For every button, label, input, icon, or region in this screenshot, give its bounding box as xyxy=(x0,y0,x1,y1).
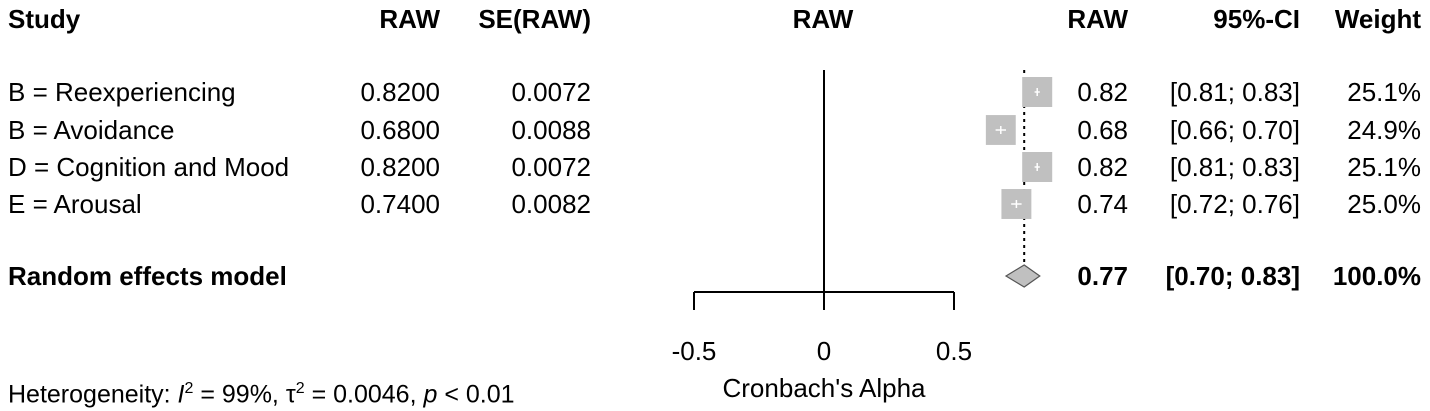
study-est: 0.82 xyxy=(1077,152,1128,182)
study-se: 0.0072 xyxy=(511,77,591,107)
tau-superscript: 2 xyxy=(295,380,305,397)
study-ci: [0.81; 0.83] xyxy=(1169,77,1300,107)
x-tick-label: -0.5 xyxy=(672,336,717,366)
study-raw: 0.8200 xyxy=(360,77,440,107)
i2-superscript: 2 xyxy=(184,380,194,397)
header-raw-right: RAW xyxy=(1067,4,1128,34)
study-ci: [0.81; 0.83] xyxy=(1169,152,1300,182)
heterogeneity-text: Heterogeneity: I2 = 99%, τ2 = 0.0046, p … xyxy=(8,374,515,409)
study-est: 0.68 xyxy=(1077,115,1128,145)
pooled-est: 0.77 xyxy=(1077,261,1128,291)
header-weight: Weight xyxy=(1334,4,1421,34)
pooled-ci: [0.70; 0.83] xyxy=(1165,261,1300,291)
header-ci: 95%-CI xyxy=(1213,4,1300,34)
study-name: D = Cognition and Mood xyxy=(8,152,290,182)
p-symbol: p xyxy=(423,380,438,409)
study-weight: 24.9% xyxy=(1347,115,1421,145)
header-study: Study xyxy=(8,4,81,34)
p-value: < 0.01 xyxy=(437,380,515,409)
study-name: E = Arousal xyxy=(8,189,142,219)
study-weight: 25.0% xyxy=(1347,189,1421,219)
tau-symbol: τ xyxy=(285,380,296,409)
study-weight: 25.1% xyxy=(1347,152,1421,182)
pooled-diamond xyxy=(1004,264,1041,288)
pooled-name: Random effects model xyxy=(8,261,287,291)
i2-symbol: I xyxy=(177,380,185,409)
i2-value: = 99%, xyxy=(193,380,286,409)
study-name: B = Avoidance xyxy=(8,115,175,145)
study-ci: [0.66; 0.70] xyxy=(1169,115,1300,145)
study-se: 0.0072 xyxy=(511,152,591,182)
x-tick-label: 0.5 xyxy=(936,336,972,366)
x-tick-label: 0 xyxy=(817,336,831,366)
study-se: 0.0082 xyxy=(511,189,591,219)
study-raw: 0.7400 xyxy=(360,189,440,219)
study-est: 0.74 xyxy=(1077,189,1128,219)
study-raw: 0.6800 xyxy=(360,115,440,145)
header-raw: RAW xyxy=(379,4,440,34)
heterogeneity-prefix: Heterogeneity: xyxy=(8,380,178,409)
study-est: 0.82 xyxy=(1077,77,1128,107)
header-plot-raw: RAW xyxy=(792,4,854,34)
study-raw: 0.8200 xyxy=(360,152,440,182)
study-se: 0.0088 xyxy=(511,115,591,145)
study-name: B = Reexperiencing xyxy=(8,77,236,107)
header-se-raw: SE(RAW) xyxy=(478,4,591,34)
study-ci: [0.72; 0.76] xyxy=(1169,189,1300,219)
tau-value: = 0.0046, xyxy=(304,380,424,409)
study-weight: 25.1% xyxy=(1347,77,1421,107)
x-axis-label: Cronbach's Alpha xyxy=(723,373,927,403)
pooled-weight: 100.0% xyxy=(1332,261,1421,291)
